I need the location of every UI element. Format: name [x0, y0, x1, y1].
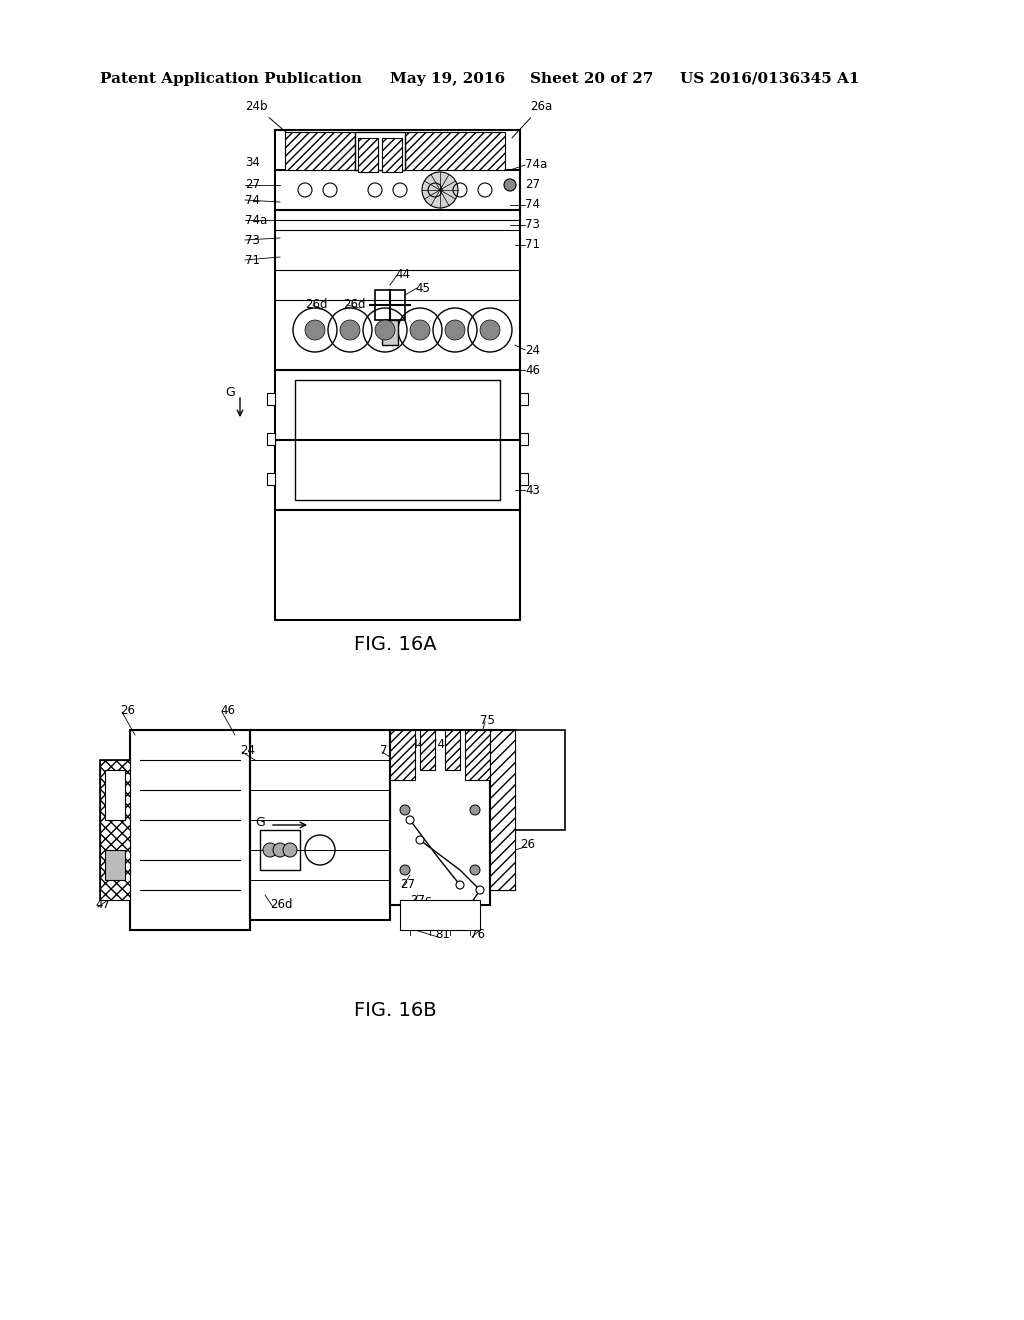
Text: 71: 71	[380, 743, 395, 756]
Text: FIG. 16A: FIG. 16A	[353, 635, 436, 655]
Circle shape	[305, 319, 325, 341]
Circle shape	[283, 843, 297, 857]
Text: 24b: 24b	[245, 100, 293, 139]
Bar	[355, 132, 406, 170]
Circle shape	[400, 805, 410, 814]
Bar	[100, 760, 130, 900]
Text: 47: 47	[95, 899, 110, 912]
Text: 34: 34	[245, 156, 260, 169]
Text: FIG. 16B: FIG. 16B	[353, 1001, 436, 1019]
Text: 74a: 74a	[525, 158, 547, 172]
Text: 27: 27	[400, 879, 415, 891]
Circle shape	[340, 319, 360, 341]
Text: 26: 26	[120, 704, 135, 717]
Text: 43: 43	[525, 483, 540, 496]
Text: 26d: 26d	[305, 298, 328, 312]
Text: 27: 27	[245, 178, 260, 191]
Text: G: G	[255, 816, 265, 829]
Text: 74: 74	[245, 194, 260, 206]
Bar	[267, 433, 275, 445]
Bar	[275, 129, 520, 620]
Circle shape	[422, 172, 458, 209]
Text: 26a: 26a	[512, 100, 552, 139]
Text: 27g: 27g	[445, 139, 468, 152]
Bar	[267, 393, 275, 405]
Text: 74: 74	[430, 738, 445, 751]
Text: 74: 74	[525, 198, 540, 211]
Circle shape	[375, 319, 395, 341]
Bar	[520, 473, 528, 484]
Bar	[105, 850, 125, 880]
Text: 73: 73	[525, 219, 540, 231]
Bar	[490, 730, 515, 890]
Circle shape	[410, 319, 430, 341]
Text: G: G	[225, 385, 234, 399]
Text: Sheet 20 of 27: Sheet 20 of 27	[530, 73, 653, 86]
Bar	[382, 139, 402, 172]
Text: Patent Application Publication: Patent Application Publication	[100, 73, 362, 86]
Text: 24: 24	[525, 343, 540, 356]
Circle shape	[273, 843, 287, 857]
Text: 27: 27	[525, 178, 540, 191]
Bar	[285, 132, 355, 170]
Bar	[390, 730, 415, 780]
Text: US 2016/0136345 A1: US 2016/0136345 A1	[680, 73, 859, 86]
Text: 45: 45	[415, 281, 430, 294]
Bar	[100, 760, 130, 900]
Text: 44: 44	[410, 738, 425, 751]
Bar	[490, 730, 515, 890]
Bar	[358, 139, 378, 172]
Text: 75: 75	[480, 714, 495, 726]
Bar	[105, 770, 125, 820]
Text: 46: 46	[220, 704, 234, 717]
Text: 24: 24	[240, 743, 255, 756]
Text: 26d: 26d	[343, 298, 366, 312]
Bar	[390, 730, 490, 906]
Circle shape	[406, 816, 414, 824]
Text: 74a: 74a	[245, 214, 267, 227]
Text: 76: 76	[470, 928, 485, 941]
Bar	[465, 730, 490, 780]
Bar	[295, 380, 500, 500]
Text: 34: 34	[400, 139, 415, 152]
Text: 27c: 27c	[410, 894, 431, 907]
Circle shape	[400, 865, 410, 875]
Bar	[400, 900, 480, 931]
Text: 81: 81	[435, 928, 450, 941]
Text: 26: 26	[520, 838, 535, 851]
Text: 27g: 27g	[325, 139, 347, 152]
Bar	[130, 730, 250, 931]
Text: 34: 34	[500, 738, 515, 751]
Bar	[420, 730, 435, 770]
Bar	[250, 730, 390, 920]
Bar	[375, 290, 406, 319]
Bar	[520, 393, 528, 405]
Bar	[382, 319, 398, 345]
Circle shape	[263, 843, 278, 857]
Circle shape	[470, 805, 480, 814]
Text: 73: 73	[245, 234, 260, 247]
Circle shape	[456, 880, 464, 888]
Text: 26d: 26d	[270, 899, 293, 912]
Text: 71: 71	[245, 253, 260, 267]
Bar	[267, 473, 275, 484]
Text: 46: 46	[525, 363, 540, 376]
Circle shape	[416, 836, 424, 843]
Circle shape	[445, 319, 465, 341]
Bar	[515, 730, 565, 830]
Circle shape	[480, 319, 500, 341]
Bar	[445, 730, 460, 770]
Text: May 19, 2016: May 19, 2016	[390, 73, 505, 86]
Bar	[520, 433, 528, 445]
Circle shape	[470, 865, 480, 875]
Bar	[260, 830, 300, 870]
Bar	[406, 132, 505, 170]
Circle shape	[504, 180, 516, 191]
Circle shape	[476, 886, 484, 894]
Text: 44: 44	[395, 268, 410, 281]
Text: 71: 71	[525, 239, 540, 252]
